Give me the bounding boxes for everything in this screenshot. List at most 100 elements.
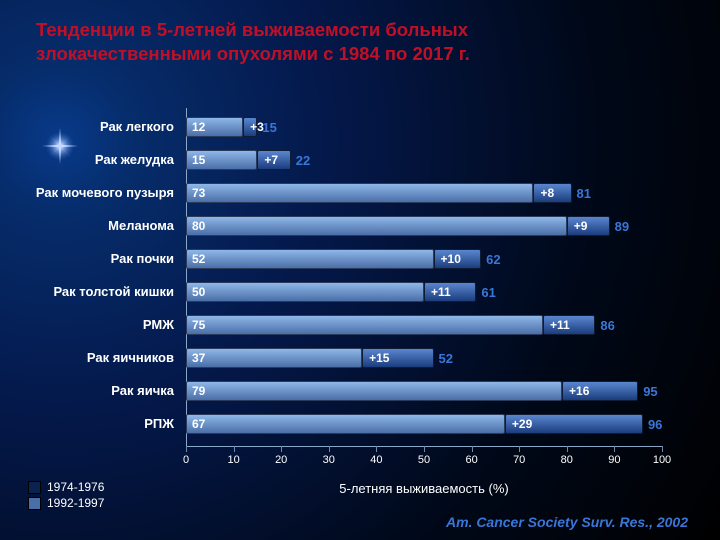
chart-row: Рак яичка 79 +16 95 <box>26 378 698 404</box>
x-tick <box>472 446 473 452</box>
bar-base-value: 75 <box>188 315 209 335</box>
x-tick <box>662 446 663 452</box>
legend-swatch <box>28 481 41 494</box>
bar-track: 15 +7 22 <box>186 150 662 170</box>
bar-total-label: 95 <box>638 381 657 401</box>
bar-track: 37 +15 52 <box>186 348 662 368</box>
x-tick-label: 90 <box>608 454 620 466</box>
bar-base-value: 37 <box>188 348 209 368</box>
bar-total-label: 22 <box>291 150 310 170</box>
bar-base-value: 12 <box>188 117 209 137</box>
x-axis: 5-летняя выживаемость (%) 01020304050607… <box>186 446 662 480</box>
chart-row: Меланома 80 +9 89 <box>26 213 698 239</box>
legend: 1974-1976 1992-1997 <box>28 478 104 510</box>
x-tick-label: 70 <box>513 454 525 466</box>
chart-row: Рак легкого 12+315 <box>26 114 698 140</box>
bar-total-label: 86 <box>595 315 614 335</box>
x-tick-label: 80 <box>561 454 573 466</box>
x-tick <box>519 446 520 452</box>
bar-base <box>186 282 424 302</box>
chart-row: РПЖ 67 +29 96 <box>26 411 698 437</box>
title-line-1: Тенденции в 5-летней выживаемости больны… <box>36 19 468 40</box>
x-tick-label: 10 <box>227 454 239 466</box>
bar-base <box>186 348 362 368</box>
bar-total-label: 61 <box>476 282 495 302</box>
bar-track: 52 +10 62 <box>186 249 662 269</box>
bar-base-value: 50 <box>188 282 209 302</box>
bar-track: 12+315 <box>186 117 662 137</box>
x-tick-label: 40 <box>370 454 382 466</box>
chart-row: Рак желудка 15 +7 22 <box>26 147 698 173</box>
bar-base <box>186 249 434 269</box>
legend-item: 1974-1976 <box>28 480 104 494</box>
x-tick-label: 60 <box>465 454 477 466</box>
bar-chart: Рак легкого 12+315 Рак желудка 15 +7 22 Рак мо… <box>26 108 698 472</box>
category-label: Рак мочевого пузыря <box>26 180 180 206</box>
legend-swatch <box>28 497 41 510</box>
chart-row: Рак толстой кишки 50 +11 61 <box>26 279 698 305</box>
x-tick-label: 30 <box>323 454 335 466</box>
bar-track: 67 +29 96 <box>186 414 662 434</box>
x-axis-title: 5-летняя выживаемость (%) <box>339 481 508 496</box>
bar-delta-value: +15 <box>365 348 393 368</box>
bar-delta-value: +10 <box>437 249 465 269</box>
category-label: РПЖ <box>26 411 180 437</box>
bar-base-value: 52 <box>188 249 209 269</box>
x-tick <box>234 446 235 452</box>
category-label: Рак яичников <box>26 345 180 371</box>
bar-base-value: 15 <box>188 150 209 170</box>
category-label: РМЖ <box>26 312 180 338</box>
legend-label: 1992-1997 <box>47 496 104 510</box>
bar-total-label: 52 <box>434 348 453 368</box>
bar-delta-value: +7 <box>260 150 282 170</box>
bar-delta-value: +16 <box>565 381 593 401</box>
chart-row: Рак почки 52 +10 62 <box>26 246 698 272</box>
legend-label: 1974-1976 <box>47 480 104 494</box>
category-label: Рак яичка <box>26 378 180 404</box>
x-tick-label: 20 <box>275 454 287 466</box>
bar-base <box>186 315 543 335</box>
bar-total-label: 81 <box>572 183 591 203</box>
bar-delta-value: +29 <box>508 414 536 434</box>
category-label: Рак почки <box>26 246 180 272</box>
x-tick <box>281 446 282 452</box>
bar-base <box>186 414 505 434</box>
bar-total-label: 89 <box>610 216 629 236</box>
bar-base-value: 67 <box>188 414 209 434</box>
bar-delta-value: +11 <box>427 282 455 302</box>
x-tick-label: 0 <box>183 454 189 466</box>
bar-track: 50 +11 61 <box>186 282 662 302</box>
x-tick <box>567 446 568 452</box>
bar-track: 80 +9 89 <box>186 216 662 236</box>
bar-delta-value: +9 <box>570 216 592 236</box>
bar-total-label: 62 <box>481 249 500 269</box>
x-tick <box>376 446 377 452</box>
citation-text: Am. Cancer Society Surv. Res., 2002 <box>446 514 688 530</box>
category-label: Рак желудка <box>26 147 180 173</box>
bar-base-value: 80 <box>188 216 209 236</box>
bar-base <box>186 183 533 203</box>
x-tick <box>424 446 425 452</box>
bar-delta-value: +8 <box>536 183 558 203</box>
bar-base <box>186 381 562 401</box>
bar-track: 75+1186 <box>186 315 662 335</box>
title-line-2: злокачественными опухолями с 1984 по 201… <box>36 43 470 64</box>
category-label: Рак толстой кишки <box>26 279 180 305</box>
chart-row: РМЖ 75+1186 <box>26 312 698 338</box>
bar-track: 79 +16 95 <box>186 381 662 401</box>
bar-total-label: 96 <box>643 414 662 434</box>
category-label: Меланома <box>26 213 180 239</box>
chart-row: Рак яичников 37 +15 52 <box>26 345 698 371</box>
x-tick <box>329 446 330 452</box>
category-label: Рак легкого <box>26 114 180 140</box>
x-tick-label: 50 <box>418 454 430 466</box>
bar-total-label: 15 <box>257 117 276 137</box>
bar-track: 73 +8 81 <box>186 183 662 203</box>
x-tick <box>614 446 615 452</box>
slide-root: Тенденции в 5-летней выживаемости больны… <box>0 0 720 540</box>
bar-base <box>186 216 567 236</box>
bar-base-value: 79 <box>188 381 209 401</box>
legend-item: 1992-1997 <box>28 496 104 510</box>
chart-row: Рак мочевого пузыря 73 +8 81 <box>26 180 698 206</box>
bar-base-value: 73 <box>188 183 209 203</box>
